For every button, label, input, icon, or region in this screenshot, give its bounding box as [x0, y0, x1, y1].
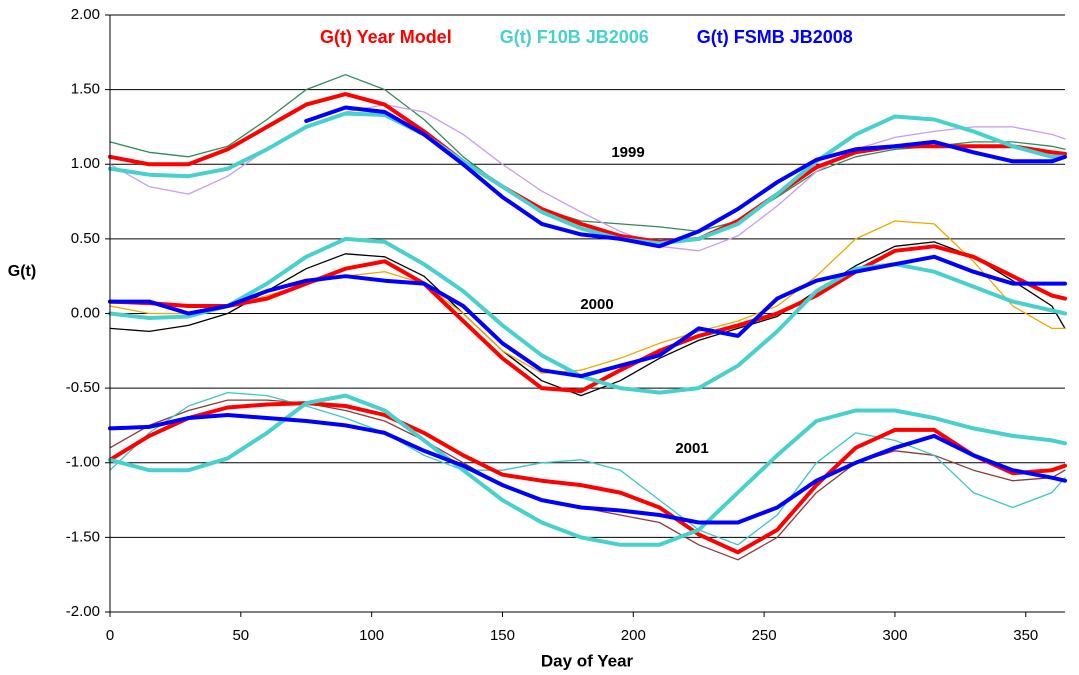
y-tick-label: 1.50 [71, 81, 100, 98]
series-line [108, 111, 1067, 246]
legend-entry: G(t) F10B JB2006 [500, 27, 649, 47]
x-tick-label: 300 [882, 627, 907, 644]
series-line [108, 254, 1067, 379]
y-tick-label: 2.00 [71, 6, 100, 23]
x-tick-label: 50 [232, 627, 249, 644]
series-line [108, 236, 1067, 395]
year-label: 2001 [675, 440, 708, 457]
year-label: 1999 [611, 144, 644, 161]
ticks: -2.00 -1.50 -1.00 -0.50 0.00 0.50 1.00 1.50 2.00… [66, 6, 1038, 644]
x-tick-label: 150 [490, 627, 515, 644]
legend-entry: G(t) Year Model [320, 27, 452, 47]
y-axis-title: G(t) [8, 263, 36, 280]
x-tick-label: 250 [752, 627, 777, 644]
x-tick-label: 350 [1013, 627, 1038, 644]
series-line [109, 391, 1066, 546]
series-line [108, 92, 1067, 244]
series-line [109, 220, 1066, 374]
legend: G(t) Year Model G(t) F10B JB2006 G(t) FSMB… [320, 27, 853, 47]
y-tick-label: 0.50 [71, 230, 100, 247]
y-tick-label: -2.00 [66, 603, 100, 620]
series-line [108, 413, 1067, 525]
x-axis-title: Day of Year [541, 651, 634, 670]
series-line [304, 105, 1067, 249]
y-tick-label: -1.00 [66, 454, 100, 471]
year-label: 2000 [580, 296, 613, 313]
series-line [108, 393, 1067, 547]
annotations: 1999 2000 2001 [580, 144, 708, 457]
x-tick-label: 100 [359, 627, 384, 644]
series-line [109, 399, 1066, 561]
y-tick-label: -0.50 [66, 379, 100, 396]
series-line [108, 401, 1067, 555]
y-tick-label: 1.00 [71, 155, 100, 172]
y-tick-label: -1.50 [66, 528, 100, 545]
lines [108, 74, 1067, 561]
x-tick-label: 0 [106, 627, 114, 644]
y-tick-label: 0.00 [71, 304, 100, 321]
legend-entry: G(t) FSMB JB2008 [697, 27, 853, 47]
x-tick-label: 200 [621, 627, 646, 644]
